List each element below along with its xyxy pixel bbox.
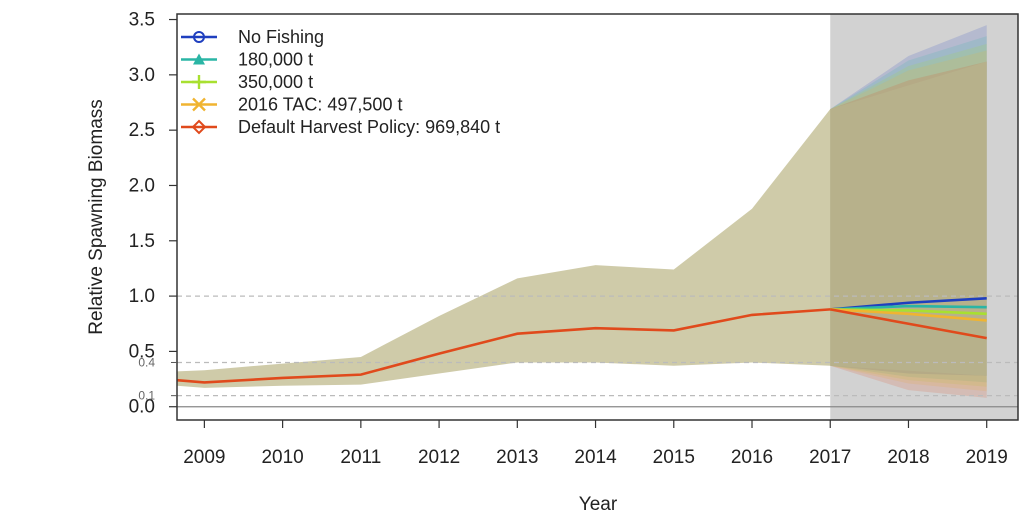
y-axis-title: Relative Spawning Biomass — [86, 99, 107, 335]
legend-marker-plus — [192, 75, 206, 89]
x-tick-label: 2019 — [966, 447, 1008, 468]
legend-marker-cross — [192, 97, 206, 112]
x-tick-label: 2017 — [809, 447, 851, 468]
x-tick-label: 2011 — [340, 447, 381, 468]
series-line-1 — [830, 304, 987, 311]
x-axis: 2009 2010 2011 2012 2013 2014 2015 2016 2017 2018… — [183, 420, 1008, 468]
y-tick-label: 2.0 — [129, 175, 155, 196]
plot-frame — [176, 13, 1019, 421]
x-tick-label: 2014 — [574, 447, 617, 468]
x-tick-label: 2010 — [261, 447, 303, 468]
series-line-4 — [830, 308, 987, 340]
forecast-overlap-band — [830, 61, 987, 376]
x-tick-label: 2013 — [496, 447, 538, 468]
y-tick-label: 3.0 — [129, 65, 155, 86]
x-axis-title: Year — [579, 494, 618, 515]
series-line-3 — [830, 308, 987, 322]
legend-marker-diamond — [191, 119, 207, 135]
y-tick-label: 1.0 — [129, 286, 155, 307]
legend-label-3: 2016 TAC: 497,500 t — [238, 95, 402, 115]
historical-median-line — [177, 308, 831, 384]
legend-marker-triangle — [193, 53, 205, 65]
x-tick-label: 2009 — [183, 447, 225, 468]
historical-confidence-band — [177, 109, 831, 388]
y-tick-label: 3.5 — [129, 10, 155, 31]
y-tick-label: 2.5 — [129, 120, 155, 141]
series-lines — [177, 297, 987, 384]
y-tick-label: 0.5 — [129, 341, 155, 362]
legend-label-4: Default Harvest Policy: 969,840 t — [238, 117, 500, 137]
y-tick-label: 1.5 — [129, 231, 155, 252]
y-minor-tick-label: 0.4 — [138, 355, 155, 369]
x-tick-label: 2012 — [418, 447, 460, 468]
x-tick-label: 2016 — [731, 447, 773, 468]
x-tick-label: 2015 — [653, 447, 695, 468]
legend-marker-circle — [193, 31, 205, 43]
reference-lines — [177, 295, 1018, 408]
y-tick-label: 0.0 — [129, 397, 155, 418]
legend-label-0: No Fishing — [238, 27, 324, 47]
x-tick-label: 2018 — [887, 447, 929, 468]
legend-label-2: 350,000 t — [238, 72, 313, 92]
legend-label-1: 180,000 t — [238, 50, 313, 70]
y-axis: 0.0 0.5 1.0 1.5 2.0 2.5 3.0 3.5 0.1 0.4 — [129, 10, 177, 418]
y-minor-tick-label: 0.1 — [138, 389, 155, 403]
